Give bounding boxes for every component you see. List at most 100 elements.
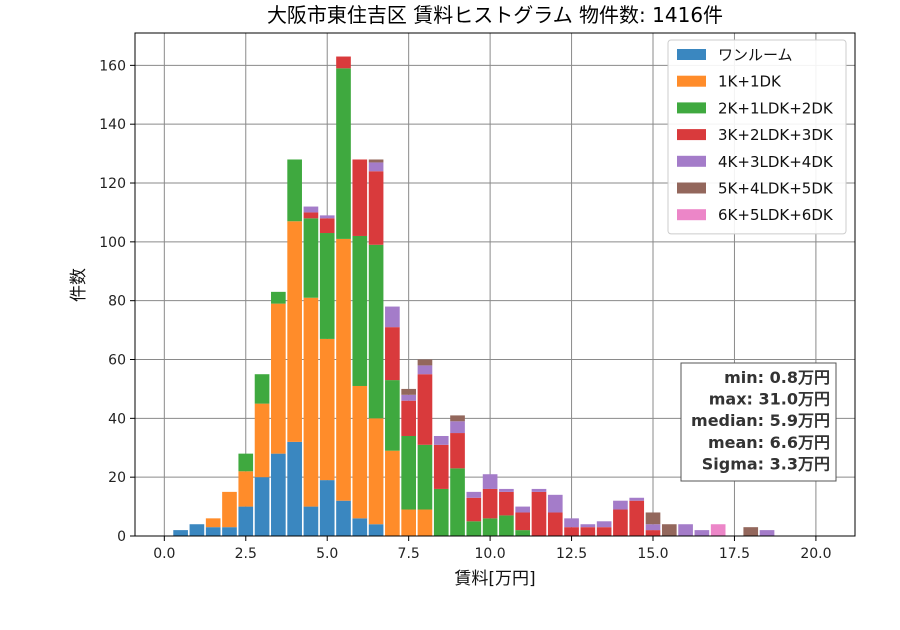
histogram-bar [401,509,416,536]
histogram-bar [531,488,547,492]
histogram-bar [336,68,351,239]
histogram-bar [450,468,465,536]
histogram-bars [173,56,775,536]
histogram-bar [271,453,286,536]
histogram-bar [580,527,596,536]
legend-entry-label: 2K+1LDK+2DK [718,99,834,117]
histogram-bar [368,162,384,172]
histogram-bar [303,206,319,213]
legend-entry-label: ワンルーム [718,46,793,64]
x-tick-label: 7.5 [398,546,420,562]
histogram-bar [661,524,677,536]
histogram-bar [319,218,335,234]
histogram-bar [368,244,384,419]
histogram-bar [678,524,693,536]
axis-ticks: 0.0 2.5 5.0 7.5 10.0 12.5 15.0 17.5 20.0 0 20 40 60 8… [99,58,831,562]
stats-line: median: 5.9万円 [691,411,830,430]
histogram-bar [466,491,482,498]
histogram-bar [450,433,465,469]
histogram-bar [482,474,498,489]
histogram-bar [319,338,335,481]
histogram-bar [205,518,221,528]
x-axis-label: 賃料[万円] [454,569,535,589]
histogram-bar [645,524,661,531]
histogram-bar [368,418,384,525]
histogram-bar [482,518,498,536]
plot-frame [134,32,856,537]
histogram-bar [271,303,286,454]
y-tick-label: 140 [99,117,126,133]
x-tick-label: 12.5 [556,546,587,562]
histogram-bar [352,385,368,519]
histogram-bar [271,291,286,304]
histogram-bar [515,512,531,531]
histogram-bar [515,506,531,513]
y-tick-label: 40 [108,411,126,427]
legend-entry-label: 6K+5LDK+6DK [718,206,834,224]
histogram-bar [580,524,596,528]
histogram-bar [303,218,319,298]
chart-title: 大阪市東住吉区 賃料ヒストグラム 物件数: 1416件 [267,3,723,27]
stats-line: max: 31.0万円 [709,390,830,409]
legend: ワンルーム 1K+1DK 2K+1LDK+2DK 3K+2LDK+3DK 4K+3LDK… [667,39,847,235]
legend-swatch [677,155,706,167]
y-tick-label: 60 [108,353,126,369]
y-tick-label: 80 [108,294,126,310]
histogram-bar [238,506,254,536]
histogram-bar [547,494,563,513]
histogram-bar [629,500,645,536]
histogram-bar [613,500,628,510]
histogram-bar [173,530,188,536]
x-tick-label: 10.0 [475,546,506,562]
histogram-bar [466,521,482,536]
histogram-bar [596,521,612,528]
histogram-bar [450,415,465,422]
x-tick-label: 2.5 [235,546,257,562]
histogram-bar [401,388,416,395]
histogram-bar [205,527,221,536]
x-tick-label: 0.0 [153,546,175,562]
histogram-bar [336,56,351,69]
histogram-bar [401,400,416,436]
legend-entry-label: 3K+2LDK+3DK [718,126,834,144]
legend-entry-label: 1K+1DK [718,73,782,91]
histogram-bar [336,500,351,536]
legend-entry-label: 5K+4LDK+5DK [718,180,834,198]
histogram-bar [417,359,433,366]
histogram-bar [368,171,384,245]
histogram-bar [466,497,482,522]
histogram-bar [433,444,449,489]
y-tick-label: 120 [99,176,126,192]
histogram-bar [385,306,400,328]
histogram-bar [319,215,335,219]
histogram-bar [352,235,368,386]
histogram-bar [287,441,302,536]
histogram-bar [515,530,531,536]
x-tick-label: 15.0 [637,546,668,562]
histogram-bar [433,435,449,445]
legend-swatch [677,182,706,194]
histogram-bar [352,518,368,536]
legend-swatch [677,49,706,60]
histogram-bar [385,450,400,536]
histogram-bar [287,221,302,442]
y-tick-label: 100 [99,235,126,251]
histogram-bar [385,327,400,381]
histogram-bar [743,527,759,536]
histogram-bar [564,518,579,528]
stats-line: min: 0.8万円 [724,368,830,387]
histogram-bar [254,374,270,404]
stats-box: min: 0.8万円 max: 31.0万円 median: 5.9万円 mean: … [680,362,837,482]
histogram-bar [303,506,319,536]
histogram-bar [254,403,270,478]
histogram-bar [417,365,433,375]
histogram-bar [710,524,726,536]
histogram-bar [303,212,319,219]
histogram-bar [531,491,547,536]
y-tick-label: 160 [99,58,126,74]
y-tick-label: 20 [108,470,126,486]
histogram-bar [336,238,351,501]
histogram-bar [222,527,237,536]
y-axis-label: 件数 [69,268,89,302]
